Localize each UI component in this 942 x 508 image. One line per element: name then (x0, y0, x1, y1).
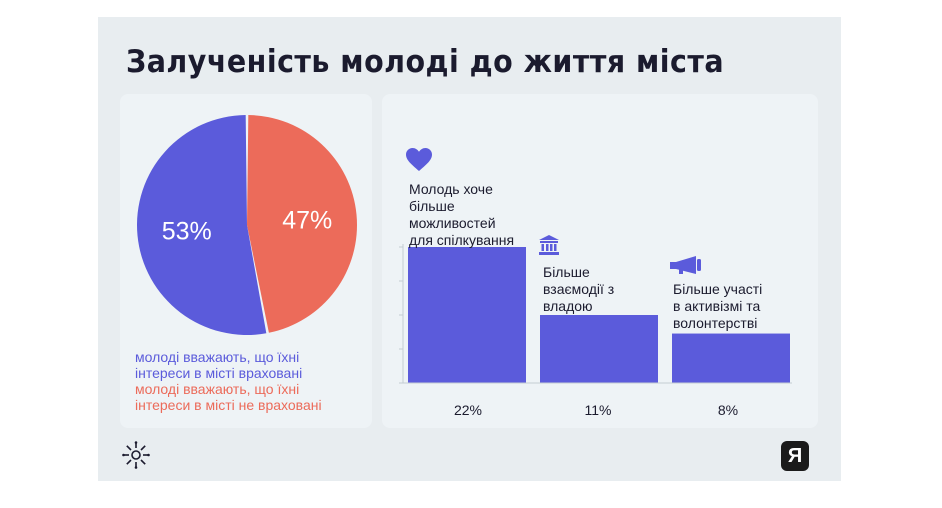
bar-label-3-line-2: в активізмі та (673, 298, 761, 314)
bar-2 (540, 315, 658, 383)
legend-entry-1-line-1: молоді вважають, що їхні (135, 349, 300, 365)
infographic-card: Залученість молоді до життя міста 47% 53%… (98, 17, 841, 481)
megaphone-icon (670, 256, 701, 274)
bar-label-2-line-1: Більше (543, 264, 590, 280)
page-title: Залученість молоді до життя міста (126, 44, 725, 80)
bar-1 (408, 247, 526, 383)
bar-label-1: Молодь хоче більше можливостей для спілк… (409, 181, 514, 249)
bar-value-label-2: 11% (584, 402, 612, 418)
pie-chart: 47% 53% (136, 115, 357, 335)
bar-label-1-line-1: Молодь хоче (409, 181, 493, 197)
bar-value-label-1: 22% (453, 402, 483, 418)
pie-panel: 47% 53% молоді вважають, що їхні інтереси… (120, 94, 372, 428)
bar-label-1-line-4: для спілкування (409, 232, 515, 248)
pie-slice-considered (136, 115, 267, 335)
heart-icon (406, 148, 432, 171)
legend-entry-2-line-1: молоді вважають, що їхні (135, 381, 300, 397)
bar-value-label-3: 8% (717, 402, 739, 418)
bar-label-3: Більше участі в активізмі та волонтерств… (673, 281, 762, 332)
legend-entry-2: молоді вважають, що їхні інтереси в міст… (135, 381, 370, 413)
pie-slice-not-considered-label: 47% (282, 206, 332, 234)
bar-3 (672, 333, 790, 383)
bar-label-2-line-2: взаємодії з (543, 281, 615, 297)
legend-entry-1: молоді вважають, що їхні інтереси в міст… (135, 349, 370, 381)
government-building-icon (539, 235, 559, 255)
legend-entry-2-line-2: інтереси в місті не враховані (135, 397, 322, 413)
bar-label-3-line-3: волонтерстві (673, 315, 758, 331)
pie-slice-considered-label: 53% (162, 218, 212, 246)
sun-logo-icon (122, 441, 150, 469)
bar-label-3-line-1: Більше участі (673, 281, 763, 297)
pie-slice-not-considered (247, 115, 357, 333)
pie-legend: молоді вважають, що їхні інтереси в міст… (135, 349, 370, 413)
bar-label-1-line-2: більше (409, 198, 455, 214)
bar-label-1-line-3: можливостей (409, 215, 496, 231)
bar-label-2: Більше взаємодії з владою (543, 264, 614, 315)
ya-logo: Я (781, 441, 809, 471)
bar-panel: Молодь хоче більше можливостей для спілк… (382, 94, 818, 428)
bar-chart (399, 244, 792, 384)
legend-entry-1-line-2: інтереси в місті враховані (135, 365, 303, 381)
bar-label-2-line-3: владою (543, 298, 593, 314)
